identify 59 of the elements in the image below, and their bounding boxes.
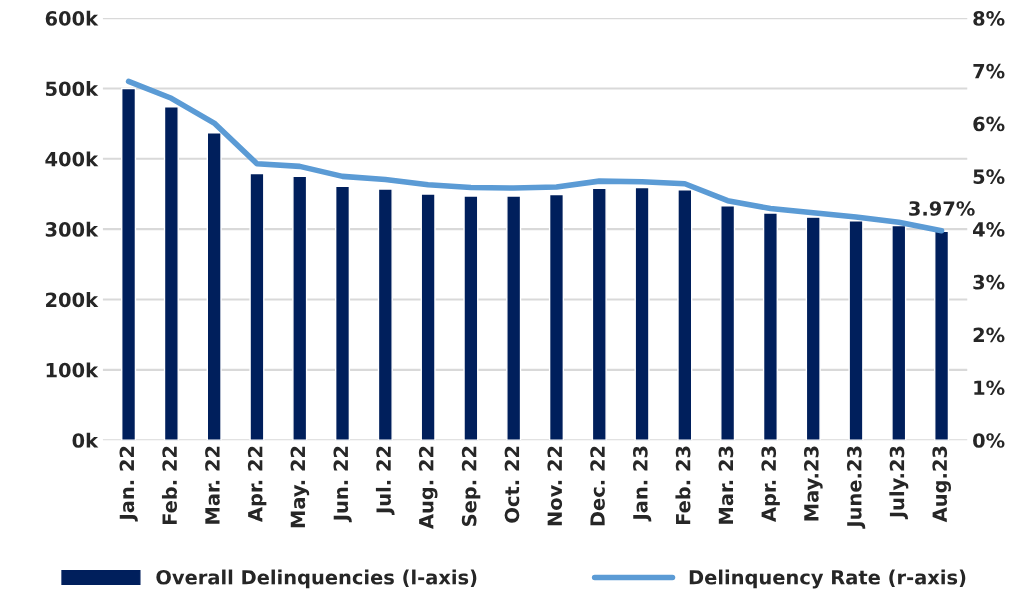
bar bbox=[720, 205, 736, 441]
y2-tick-label: 6% bbox=[973, 116, 1005, 132]
x-tick-label: Aug.23 bbox=[932, 446, 951, 523]
bar bbox=[548, 193, 565, 441]
bar bbox=[463, 195, 479, 441]
bar bbox=[506, 195, 522, 441]
y2-tick-label: 1% bbox=[974, 380, 1005, 396]
x-tick-label: June.23 bbox=[846, 446, 866, 529]
x-tick-label: Jul. 22 bbox=[375, 446, 395, 516]
y-tick-label: 400k bbox=[45, 151, 99, 167]
y-tick-label: 500k bbox=[46, 81, 99, 97]
x-tick-label: Feb. 23 bbox=[675, 446, 691, 525]
y-tick-label: 200k bbox=[46, 292, 99, 308]
x-tick-label: Feb. 22 bbox=[161, 446, 178, 525]
y-tick-label: 300k bbox=[45, 221, 99, 237]
bar bbox=[377, 188, 393, 441]
x-tick-label: Oct. 22 bbox=[504, 446, 520, 523]
bar bbox=[206, 132, 222, 441]
legend-label: Delinquency Rate (r-axis) bbox=[689, 569, 966, 589]
y2-tick-label: 5% bbox=[973, 169, 1005, 185]
bar bbox=[334, 185, 351, 441]
x-tick-label: Nov. 22 bbox=[547, 446, 563, 526]
y-tick-label: 100k bbox=[46, 362, 99, 378]
y2-tick-label: 7% bbox=[973, 63, 1005, 79]
x-tick-label: Jun. 22 bbox=[333, 446, 352, 523]
y2-tick-label: 8% bbox=[973, 11, 1005, 26]
x-tick-label: Apr. 23 bbox=[761, 446, 780, 522]
x-tick-label: May. 22 bbox=[290, 446, 310, 528]
x-tick-label: Jan. 23 bbox=[632, 446, 652, 522]
x-tick-label: Aug. 22 bbox=[418, 446, 438, 529]
x-tick-label: May.23 bbox=[804, 446, 823, 521]
bar bbox=[934, 230, 950, 441]
bar bbox=[805, 216, 821, 441]
bar bbox=[634, 186, 650, 441]
bar bbox=[420, 193, 436, 441]
y2-tick-label: 3% bbox=[973, 274, 1005, 290]
bar bbox=[848, 220, 864, 441]
legend-label: Overall Delinquencies (l-axis) bbox=[156, 569, 477, 589]
y2-tick-label: 4% bbox=[973, 222, 1005, 237]
bar bbox=[677, 189, 693, 441]
bar bbox=[591, 187, 607, 441]
bar bbox=[292, 175, 308, 441]
x-tick-label: Dec. 22 bbox=[590, 446, 605, 526]
x-tick-label: Apr. 22 bbox=[247, 446, 267, 522]
y2-tick-label: 2% bbox=[973, 327, 1005, 343]
y-tick-label: 600k bbox=[45, 10, 99, 26]
x-tick-label: Jan. 22 bbox=[119, 446, 138, 522]
x-tick-label: Sep. 22 bbox=[461, 446, 481, 526]
x-tick-label: July.23 bbox=[889, 446, 909, 520]
bar bbox=[249, 172, 265, 441]
bar bbox=[121, 87, 137, 441]
x-tick-label: Mar. 22 bbox=[205, 446, 220, 524]
x-tick-label: Mar. 23 bbox=[718, 446, 734, 524]
y-tick-label: 0k bbox=[72, 432, 99, 448]
y2-tick-label: 0% bbox=[973, 433, 1005, 448]
bar bbox=[163, 106, 179, 441]
data-label: 3.97% bbox=[909, 201, 975, 216]
bar bbox=[891, 224, 907, 441]
bar bbox=[762, 212, 778, 441]
